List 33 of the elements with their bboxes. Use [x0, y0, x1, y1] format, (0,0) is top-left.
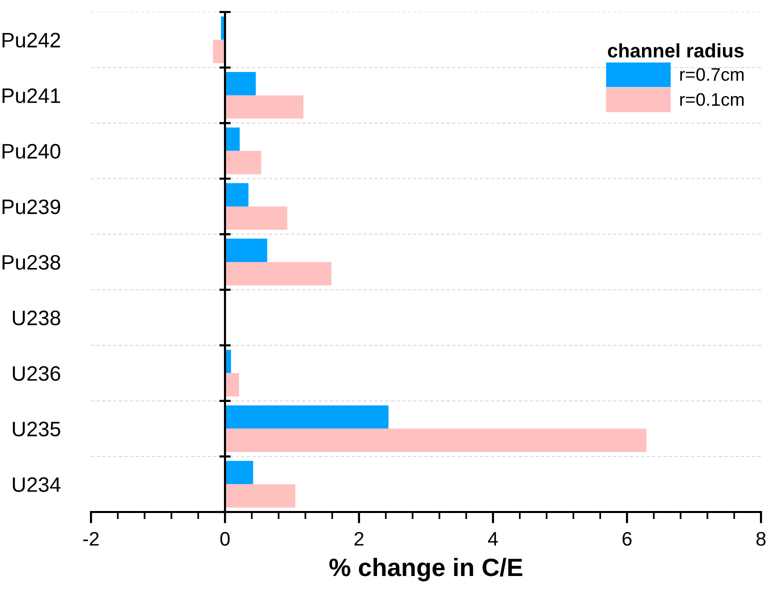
y-tick-label: U234 [12, 477, 61, 492]
bar [225, 484, 296, 508]
bar [225, 405, 388, 429]
bar [225, 72, 256, 96]
x-tick-label: 4 [488, 532, 498, 546]
x-tick-label: 8 [756, 532, 766, 546]
bar [225, 150, 262, 174]
x-axis-title: % change in C/E [329, 558, 522, 582]
legend-label: r=0.7cm [680, 68, 744, 81]
bar [225, 183, 248, 206]
legend-label: r=0.1cm [680, 93, 744, 106]
y-tick-label: Pu239 [2, 199, 60, 214]
y-tick-label: Pu241 [2, 88, 60, 104]
bar [225, 238, 268, 262]
bar [225, 460, 254, 484]
bar [225, 128, 240, 151]
bar [225, 373, 240, 396]
bar [225, 428, 646, 452]
bar [225, 206, 288, 230]
x-tick-label: 6 [622, 532, 632, 546]
bar [225, 95, 304, 119]
y-tick-label: U238 [12, 310, 60, 326]
y-tick-label: Pu242 [2, 32, 60, 48]
x-tick-label: 0 [220, 532, 230, 546]
bar [225, 262, 332, 286]
y-tick-label: U236 [12, 366, 60, 381]
legend-title: channel radius [608, 43, 744, 58]
y-tick-label: Pu240 [2, 144, 60, 159]
x-tick-label: 2 [354, 532, 364, 546]
bar [212, 40, 225, 64]
y-tick-label: U235 [12, 422, 60, 436]
y-tick-label: Pu238 [2, 255, 60, 270]
x-tick-label: -2 [83, 532, 99, 546]
